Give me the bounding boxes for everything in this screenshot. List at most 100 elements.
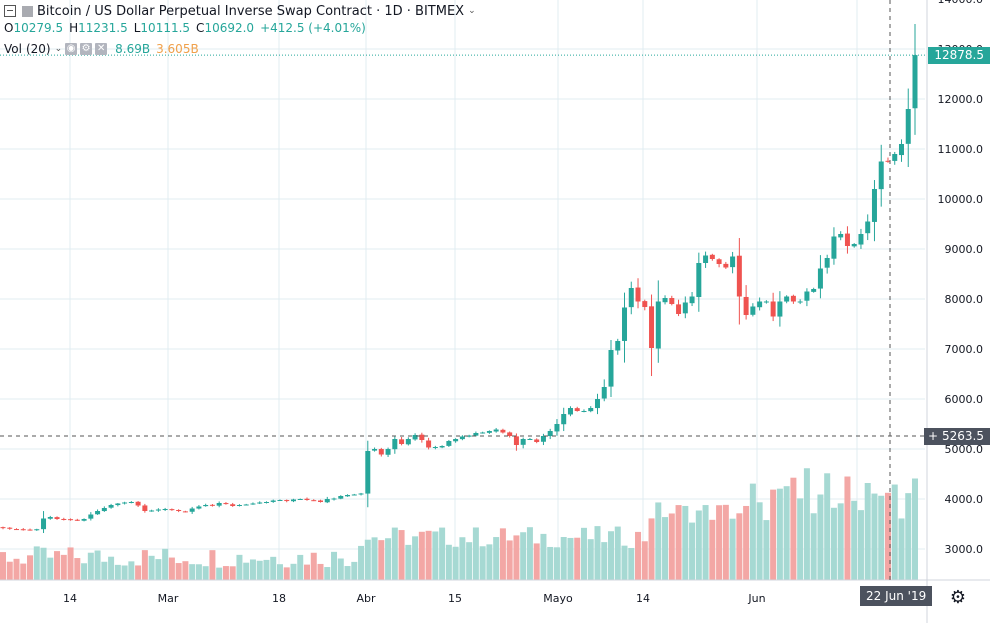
candle-body bbox=[736, 255, 742, 297]
candle-body bbox=[480, 432, 486, 434]
candle-body bbox=[540, 436, 546, 442]
volume-bar bbox=[743, 505, 750, 580]
candle-body bbox=[838, 234, 844, 238]
candle-body bbox=[324, 499, 330, 503]
candle-body bbox=[162, 509, 168, 510]
close-label: C bbox=[196, 21, 205, 35]
volume-bar bbox=[331, 551, 338, 580]
volume-bar bbox=[87, 552, 94, 580]
candle-body bbox=[642, 301, 648, 307]
eye-icon[interactable]: ◉ bbox=[65, 43, 78, 55]
volume-bar bbox=[290, 563, 297, 580]
volume-bar bbox=[249, 559, 256, 580]
volume-bar bbox=[371, 537, 378, 580]
candle-body bbox=[912, 55, 918, 109]
volume-bar bbox=[310, 552, 317, 580]
volume-bar bbox=[135, 565, 142, 580]
candle-body bbox=[189, 508, 195, 512]
symbol-title[interactable]: Bitcoin / US Dollar Perpetual Inverse Sw… bbox=[37, 3, 372, 19]
candle-body bbox=[81, 519, 87, 521]
candle-body bbox=[527, 439, 533, 440]
price-tick-label: 9000.0 bbox=[945, 243, 984, 256]
volume-bar bbox=[662, 517, 669, 580]
volume-bar bbox=[263, 559, 270, 580]
candle-body bbox=[574, 408, 580, 411]
change-value: +412.5 (+4.01%) bbox=[260, 21, 366, 35]
volume-bar bbox=[857, 510, 864, 580]
candle-body bbox=[696, 263, 702, 298]
candle-body bbox=[804, 291, 810, 301]
title-separator: · bbox=[371, 3, 385, 19]
last-price-tag: 12878.5 bbox=[928, 47, 990, 65]
volume-bar bbox=[513, 535, 520, 580]
candle-body bbox=[871, 189, 877, 222]
crosshair-plus-icon[interactable]: + bbox=[924, 428, 942, 445]
volume-bar bbox=[20, 563, 27, 580]
volume-bar bbox=[412, 536, 419, 580]
candle-body bbox=[905, 109, 911, 144]
volume-length[interactable]: (20) bbox=[25, 42, 51, 56]
volume-bar bbox=[716, 505, 723, 580]
candle-body bbox=[682, 302, 688, 314]
candle-body bbox=[68, 519, 74, 521]
candle-body bbox=[743, 296, 749, 315]
candle-body bbox=[345, 495, 351, 497]
volume-label[interactable]: Vol bbox=[4, 42, 22, 56]
candle-body bbox=[865, 221, 871, 234]
candle-body bbox=[689, 296, 695, 304]
exchange-label[interactable]: BITMEX bbox=[415, 3, 465, 19]
volume-bar bbox=[0, 552, 6, 580]
volume-bar bbox=[533, 543, 540, 580]
time-tick-label: 14 bbox=[63, 592, 77, 605]
volume-bar bbox=[60, 554, 67, 580]
volume-bar bbox=[74, 558, 81, 580]
volume-bar bbox=[229, 566, 236, 580]
interval-label[interactable]: 1D bbox=[384, 3, 403, 19]
volume-bar bbox=[608, 531, 614, 580]
volume-bar bbox=[40, 547, 47, 580]
close-icon[interactable]: ✕ bbox=[95, 43, 108, 55]
volume-bar bbox=[466, 542, 473, 580]
candle-body bbox=[351, 494, 357, 496]
volume-bar bbox=[689, 522, 696, 580]
price-tick-label: 11000.0 bbox=[938, 143, 984, 156]
candle-body bbox=[676, 304, 682, 314]
candle-body bbox=[649, 306, 655, 348]
candle-body bbox=[459, 436, 465, 440]
candle-body bbox=[223, 503, 229, 505]
candle-body bbox=[263, 502, 269, 503]
candle-body bbox=[236, 505, 242, 506]
chevron-down-icon[interactable]: ⌄ bbox=[468, 6, 476, 16]
crosshair-price-tag[interactable]: +5263.5 bbox=[924, 428, 990, 445]
gear-icon[interactable]: ⚙ bbox=[949, 587, 967, 608]
candle-body bbox=[108, 505, 114, 508]
volume-bar bbox=[641, 541, 648, 580]
candle-body bbox=[493, 429, 499, 432]
volume-bar bbox=[574, 537, 581, 580]
candle-body bbox=[858, 234, 864, 245]
minus-square-icon[interactable] bbox=[4, 5, 16, 17]
volume-bar bbox=[668, 513, 675, 580]
candle-body bbox=[209, 504, 215, 506]
candle-body bbox=[594, 399, 600, 409]
candle-body bbox=[297, 499, 303, 500]
volume-bar bbox=[506, 540, 513, 580]
candle-body bbox=[426, 440, 432, 448]
volume-bar bbox=[770, 489, 777, 580]
volume-bar bbox=[391, 527, 398, 580]
candle-body bbox=[311, 500, 317, 502]
chevron-down-icon[interactable]: ⌄ bbox=[54, 44, 63, 54]
volume-bar bbox=[810, 513, 817, 580]
candle-body bbox=[115, 503, 121, 506]
low-value: 10111.5 bbox=[140, 21, 191, 35]
volume-bar bbox=[790, 477, 797, 580]
volume-bar bbox=[540, 533, 547, 580]
volume-bar bbox=[621, 545, 628, 580]
volume-bar bbox=[520, 532, 527, 580]
time-tick-label: 14 bbox=[636, 592, 650, 605]
volume-bar bbox=[628, 547, 635, 580]
volume-bar bbox=[168, 557, 175, 580]
volume-bar bbox=[776, 488, 783, 580]
gear-icon[interactable]: ⚙ bbox=[80, 43, 93, 55]
